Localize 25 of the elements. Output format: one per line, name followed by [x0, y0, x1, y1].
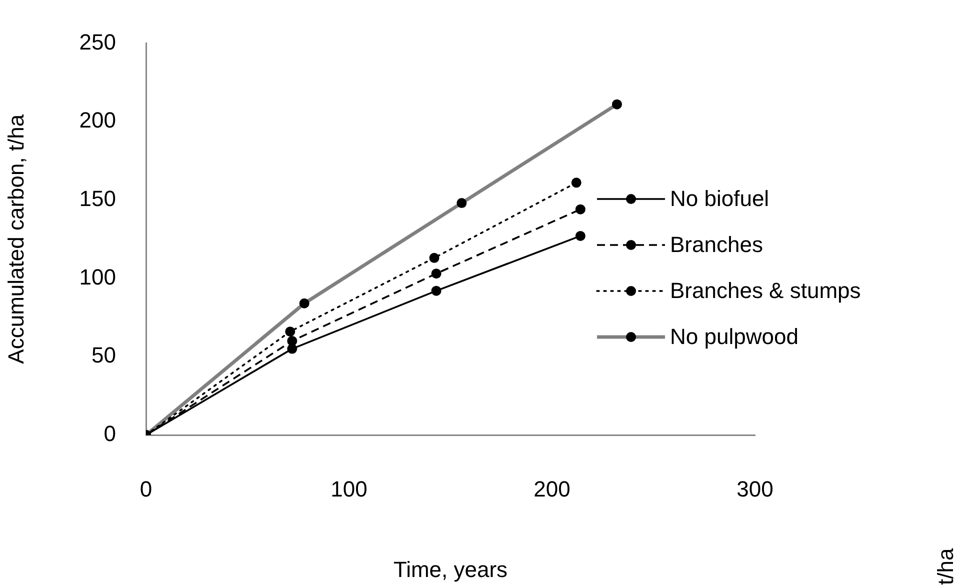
y-tick-label: 0	[104, 421, 116, 446]
point	[429, 252, 440, 263]
x-tick-label: 300	[736, 476, 774, 502]
y-axis-title: Accumulated carbon, t/ha	[3, 114, 28, 364]
y-tick-label: 150	[79, 186, 116, 211]
legend-label: No biofuel	[670, 186, 770, 212]
point	[287, 344, 298, 354]
x-axis-title: Time, years	[393, 556, 508, 582]
point	[575, 230, 586, 241]
y-tick-label: 100	[79, 264, 116, 290]
x-tick-label: 200	[534, 476, 570, 502]
text: t/ha	[933, 548, 958, 585]
point	[431, 268, 442, 279]
point	[571, 178, 582, 188]
y-tick-label: 200	[79, 108, 116, 133]
point	[575, 204, 586, 214]
point	[431, 286, 442, 296]
legend-label: No pulpwood	[670, 324, 798, 350]
point	[285, 326, 296, 337]
y-tick-label: 50	[92, 342, 116, 368]
x-tick-label: 100	[330, 476, 368, 502]
legend-label: Branches & stumps	[670, 278, 861, 304]
legend-label: Branches	[670, 232, 763, 258]
y-tick-label: 250	[79, 29, 116, 54]
x-tick-label: 0	[140, 476, 152, 502]
